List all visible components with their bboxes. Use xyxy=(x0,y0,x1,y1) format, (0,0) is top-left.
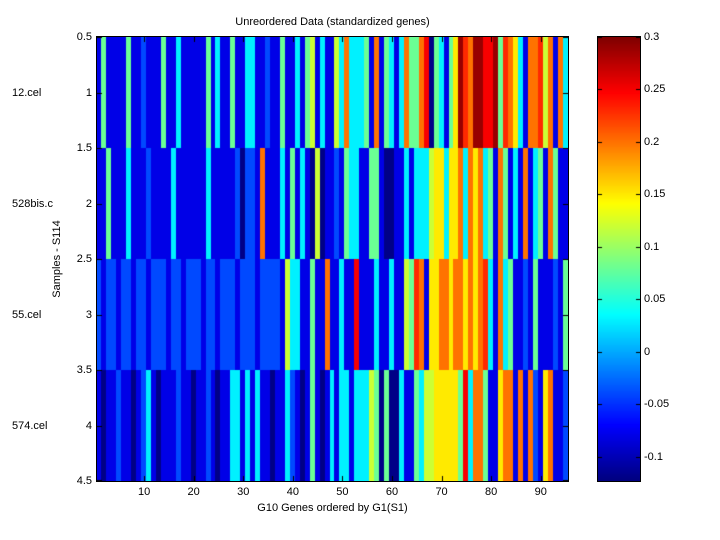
colorbar-tick-label: 0.3 xyxy=(644,31,660,43)
y-tick-label: 4.5 xyxy=(76,475,92,487)
sample-label: 55.cel xyxy=(12,308,42,321)
sample-label: 574.cel xyxy=(12,419,48,432)
y-tick-label: 3.5 xyxy=(76,364,92,376)
colorbar xyxy=(597,36,641,482)
x-tick-label: 30 xyxy=(237,486,250,498)
colorbar-gradient xyxy=(598,37,640,481)
colorbar-tick-label: 0.05 xyxy=(644,293,666,306)
x-tick-label: 50 xyxy=(336,486,349,498)
x-axis-label: G10 Genes ordered by G1(S1) xyxy=(257,502,408,514)
x-tick-label: 20 xyxy=(187,486,200,498)
y-tick-label: 4 xyxy=(85,419,92,432)
y-tick-label: 2 xyxy=(85,197,92,210)
colorbar-tick-label: -0.05 xyxy=(644,398,670,411)
x-tick-label: 70 xyxy=(435,486,448,498)
y-tick-label: 1.5 xyxy=(76,142,92,154)
x-tick-label: 10 xyxy=(137,486,151,498)
chart-title: Unreordered Data (standardized genes) xyxy=(235,16,430,28)
x-tick-label: 80 xyxy=(485,486,498,498)
colorbar-tick-label: 0.15 xyxy=(644,188,666,201)
sample-label: 12.cel xyxy=(12,86,42,99)
y-tick-label: 1 xyxy=(85,86,92,99)
x-tick-label: 60 xyxy=(385,486,399,498)
colorbar-tick-label: 0.1 xyxy=(644,240,660,253)
y-tick-label: 2.5 xyxy=(76,253,92,265)
colorbar-tick-label: 0.25 xyxy=(644,83,666,96)
colorbar-tick-label: -0.1 xyxy=(644,450,663,463)
heatmap-image xyxy=(97,37,568,481)
y-tick-label: 0.5 xyxy=(76,31,92,43)
colorbar-tick-label: 0 xyxy=(644,345,651,358)
y-tick-label: 3 xyxy=(85,308,92,321)
sample-label: 528bis.c xyxy=(12,197,53,210)
x-tick-label: 90 xyxy=(534,486,547,498)
x-tick-label: 40 xyxy=(286,486,299,498)
colorbar-tick-label: 0.2 xyxy=(644,135,660,148)
plot-area xyxy=(96,36,569,482)
